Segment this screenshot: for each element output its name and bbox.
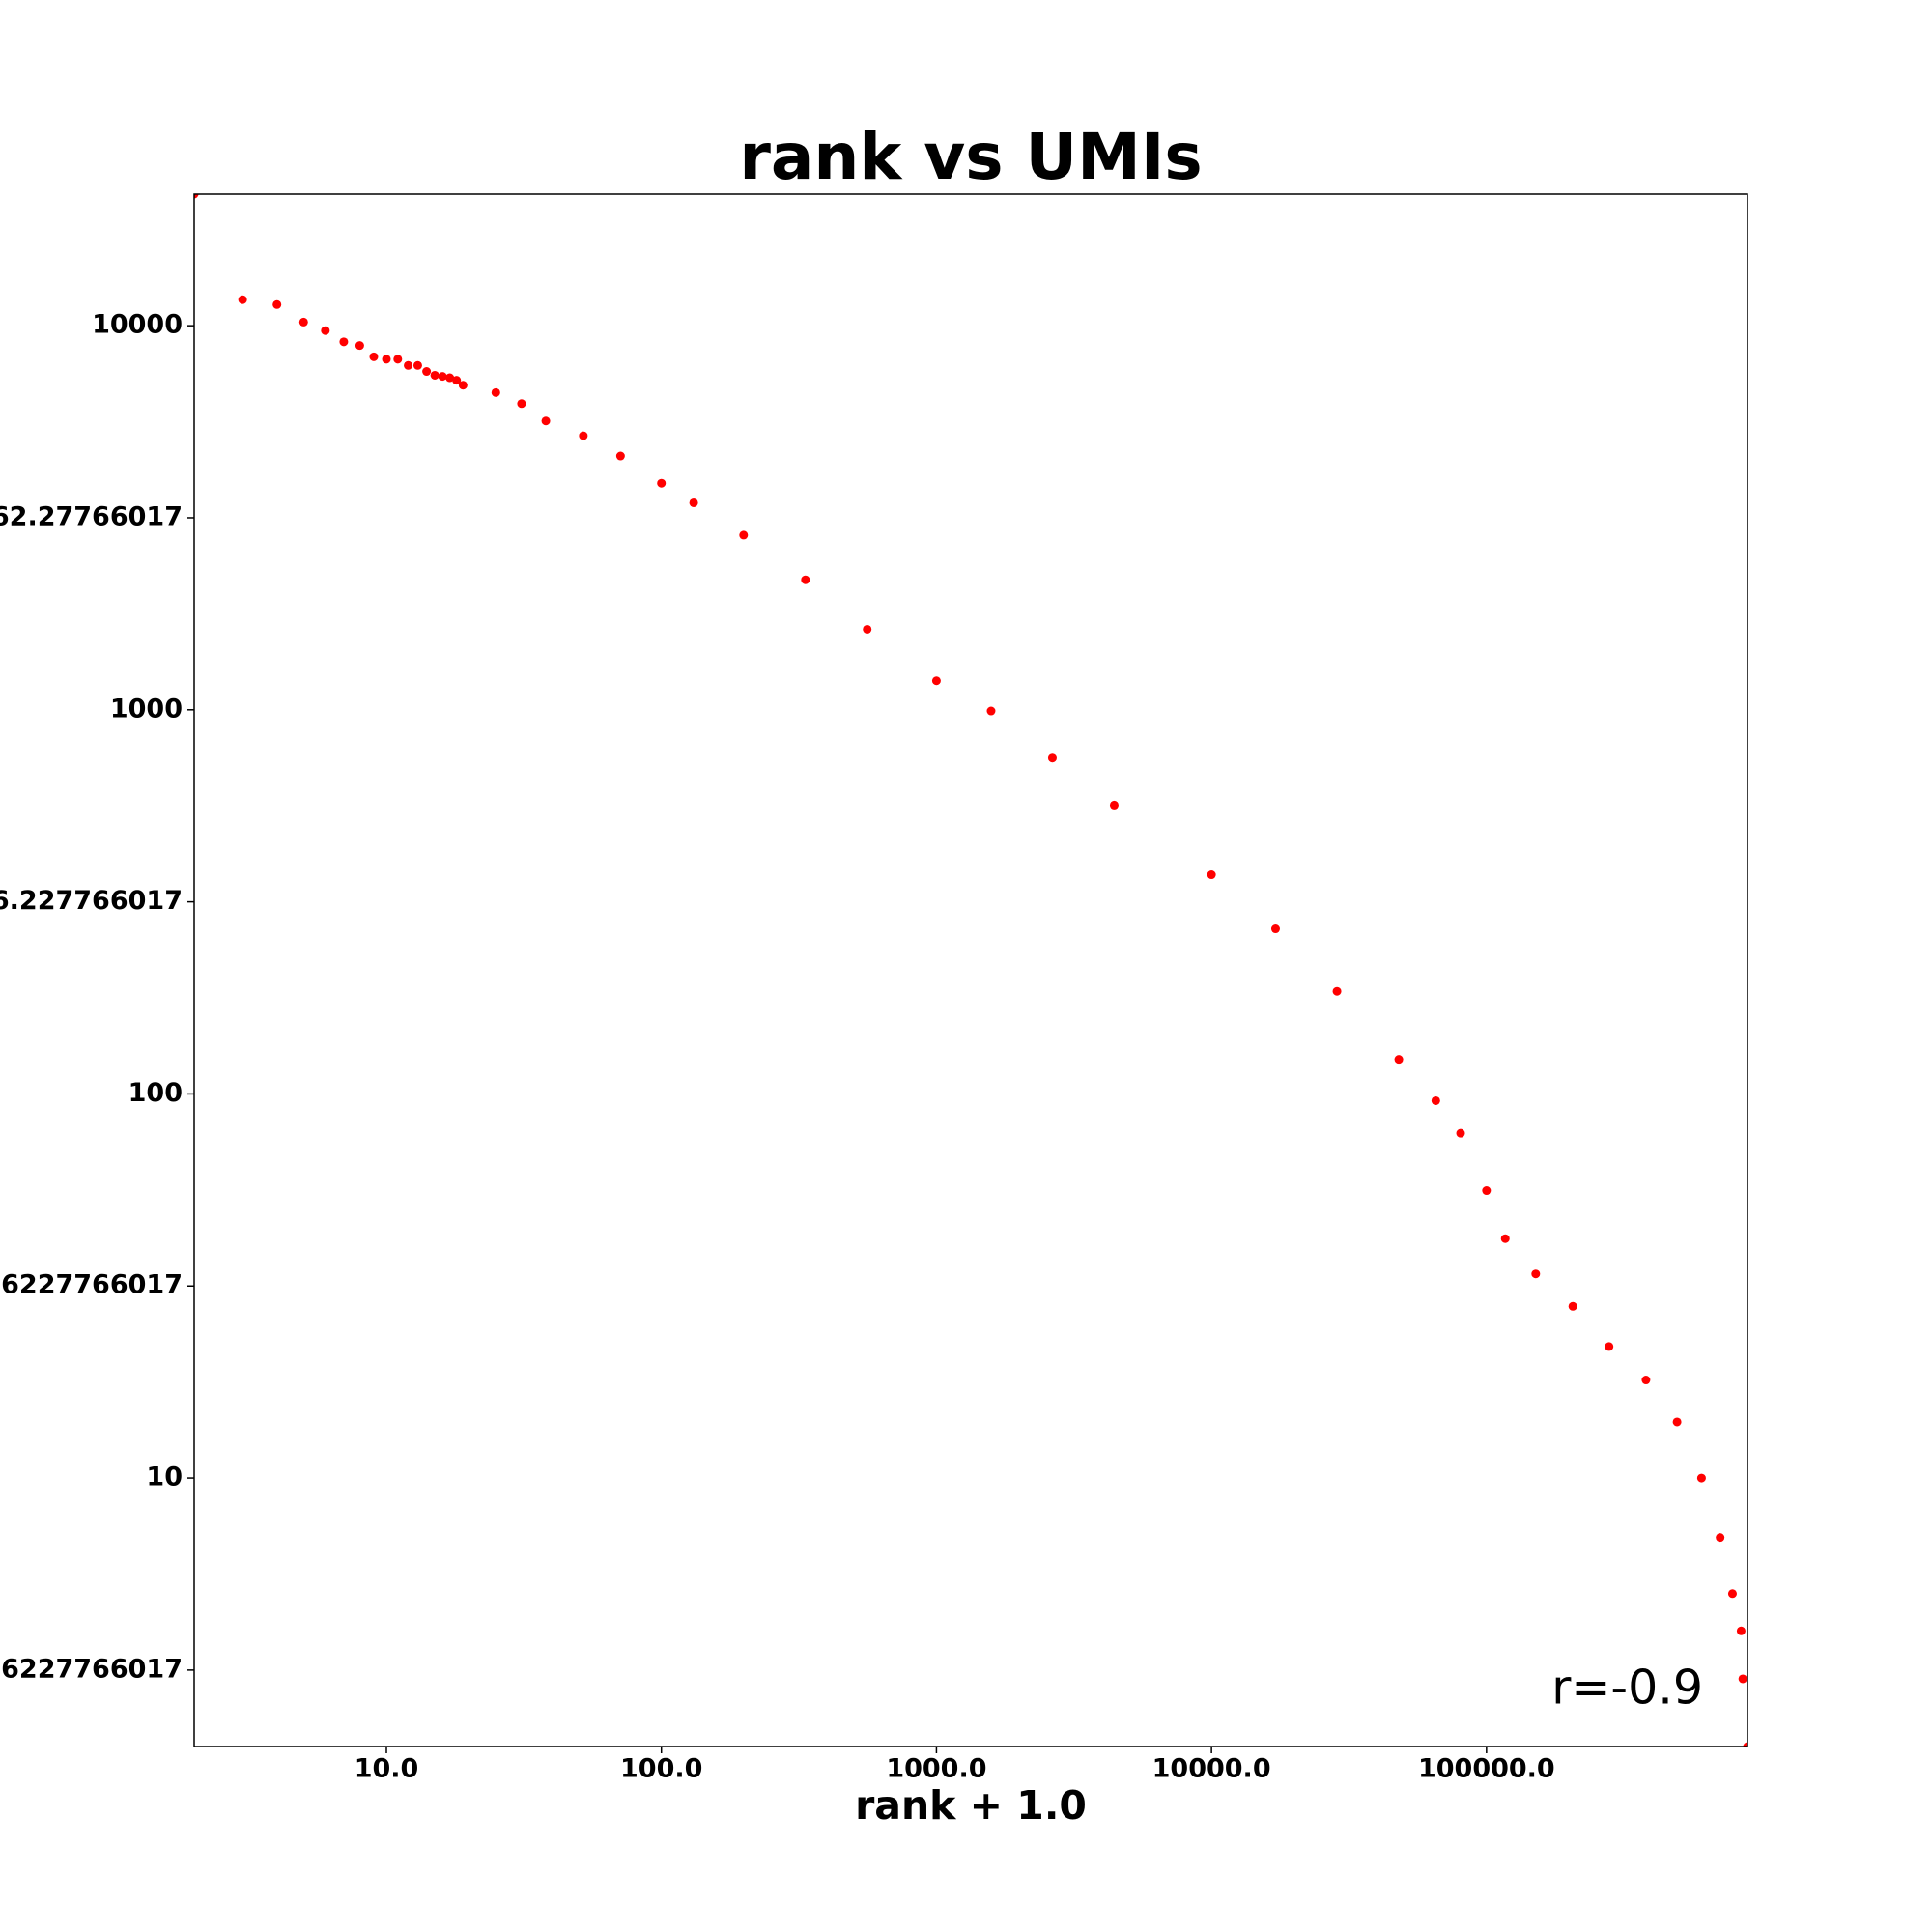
point: [986, 706, 996, 716]
point: [1270, 924, 1280, 934]
point: [1531, 1269, 1541, 1279]
y-tick-label: 316.227766017: [0, 886, 183, 916]
annotation: r=-0.9: [1551, 1661, 1703, 1716]
y-tick-label: 100: [128, 1078, 183, 1108]
point: [355, 341, 364, 351]
point: [1641, 1376, 1651, 1385]
point: [393, 355, 403, 364]
point: [657, 478, 667, 488]
point: [1605, 1342, 1614, 1351]
point: [517, 399, 526, 409]
point: [739, 530, 749, 540]
point: [458, 381, 468, 390]
x-axis-label: rank + 1.0: [855, 1782, 1087, 1829]
point: [1482, 1186, 1492, 1196]
chart-title: rank vs UMIs: [739, 120, 1202, 194]
point: [1047, 753, 1057, 763]
point: [1738, 1674, 1747, 1684]
x-tick-label: 10.0: [355, 1754, 419, 1784]
point: [1672, 1417, 1682, 1427]
y-tick-label: 31.6227766017: [0, 1270, 183, 1300]
point: [1568, 1301, 1577, 1311]
point: [1736, 1626, 1746, 1635]
point: [339, 337, 349, 347]
x-tick-label: 10000.0: [1152, 1754, 1271, 1784]
point: [1696, 1473, 1706, 1483]
axes-frame: [193, 193, 1748, 1747]
point: [491, 387, 500, 397]
point: [445, 373, 455, 383]
x-tick-label: 100000.0: [1418, 1754, 1555, 1784]
point: [1456, 1128, 1465, 1138]
point: [298, 317, 308, 327]
point: [1332, 986, 1342, 996]
x-tick-label: 100.0: [620, 1754, 702, 1784]
point: [579, 431, 588, 440]
point: [1207, 870, 1216, 880]
point: [689, 497, 698, 507]
point: [438, 372, 447, 382]
point: [1743, 1742, 1747, 1747]
point: [430, 370, 440, 380]
y-tick-label: 10: [146, 1463, 183, 1492]
point: [863, 624, 872, 634]
point: [801, 575, 810, 584]
point: [422, 367, 432, 377]
y-tick-label: 1000: [110, 694, 183, 724]
plot-area: [194, 194, 1747, 1747]
y-tick-label: 10000: [92, 310, 183, 340]
point: [931, 676, 941, 686]
point: [238, 295, 247, 304]
point: [382, 355, 391, 364]
point: [1727, 1589, 1737, 1599]
point: [1109, 800, 1119, 810]
point: [1431, 1095, 1440, 1105]
point: [412, 360, 422, 370]
point: [541, 416, 551, 426]
point: [1394, 1055, 1404, 1065]
y-tick-label: 3162.27766017: [0, 501, 183, 531]
point: [272, 299, 282, 309]
point: [1500, 1234, 1510, 1243]
x-tick-label: 1000.0: [886, 1754, 986, 1784]
point: [404, 360, 413, 370]
point: [369, 352, 379, 361]
point: [615, 451, 625, 461]
point: [452, 376, 462, 385]
point: [1716, 1533, 1725, 1543]
point: [194, 194, 199, 199]
point: [321, 326, 330, 335]
y-tick-label: 3.16227766017: [0, 1654, 183, 1684]
